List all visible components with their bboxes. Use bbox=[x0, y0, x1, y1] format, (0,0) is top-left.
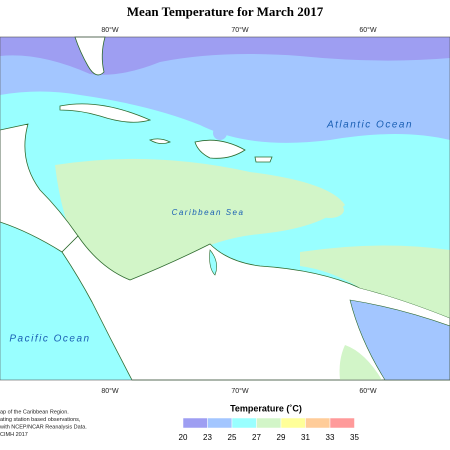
land bbox=[0, 123, 79, 253]
legend-tick: 27 bbox=[252, 433, 261, 442]
temp-zone bbox=[316, 202, 344, 218]
legend-tick: 31 bbox=[301, 433, 310, 442]
legend-tick: 35 bbox=[350, 433, 359, 442]
legend-swatch bbox=[256, 417, 282, 429]
temp-zone bbox=[0, 37, 450, 75]
legend-swatch bbox=[231, 417, 257, 429]
legend-swatch bbox=[305, 417, 331, 429]
temp-zone bbox=[349, 299, 450, 381]
map-title: Mean Temperature for March 2017 bbox=[127, 4, 324, 19]
footnote-line: ating station based observations, bbox=[0, 417, 81, 423]
longitude-label: 80°W bbox=[101, 387, 119, 395]
land bbox=[149, 138, 171, 144]
longitude-label: 80°W bbox=[101, 26, 119, 34]
legend-tick: 20 bbox=[179, 433, 188, 442]
water-label: Caribbean Sea bbox=[172, 208, 245, 217]
legend-swatch bbox=[329, 417, 355, 429]
land bbox=[61, 235, 450, 381]
legend-title: Temperature (˚C) bbox=[230, 403, 302, 413]
legend-swatch bbox=[280, 417, 306, 429]
water-label: Atlantic Ocean bbox=[326, 120, 413, 131]
legend-tick: 29 bbox=[277, 433, 286, 442]
lake bbox=[209, 249, 217, 276]
land bbox=[194, 139, 246, 159]
footnote-line: ap of the Caribbean Region. bbox=[0, 409, 69, 415]
legend-tick: 25 bbox=[228, 433, 237, 442]
legend-tick: 23 bbox=[203, 433, 212, 442]
land bbox=[74, 36, 106, 76]
temp-zone bbox=[55, 158, 345, 281]
temp-zone bbox=[213, 126, 227, 140]
legend-tick: 33 bbox=[326, 433, 335, 442]
temp-zone bbox=[300, 245, 450, 318]
footnote-line: CIMH 2017 bbox=[0, 432, 28, 438]
map-area bbox=[0, 36, 450, 381]
land bbox=[254, 156, 273, 163]
water-label: Pacific Ocean bbox=[9, 334, 90, 345]
longitude-label: 70°W bbox=[231, 26, 249, 34]
legend-swatch bbox=[207, 417, 233, 429]
legend-swatch bbox=[182, 417, 208, 429]
map-frame bbox=[0, 36, 450, 381]
footnote-line: with NCEP/NCAR Reanalysis Data. bbox=[0, 424, 87, 430]
longitude-label: 60°W bbox=[359, 26, 377, 34]
longitude-label: 60°W bbox=[359, 387, 377, 395]
land bbox=[59, 103, 152, 123]
longitude-label: 70°W bbox=[231, 387, 249, 395]
temp-zone bbox=[339, 345, 382, 380]
